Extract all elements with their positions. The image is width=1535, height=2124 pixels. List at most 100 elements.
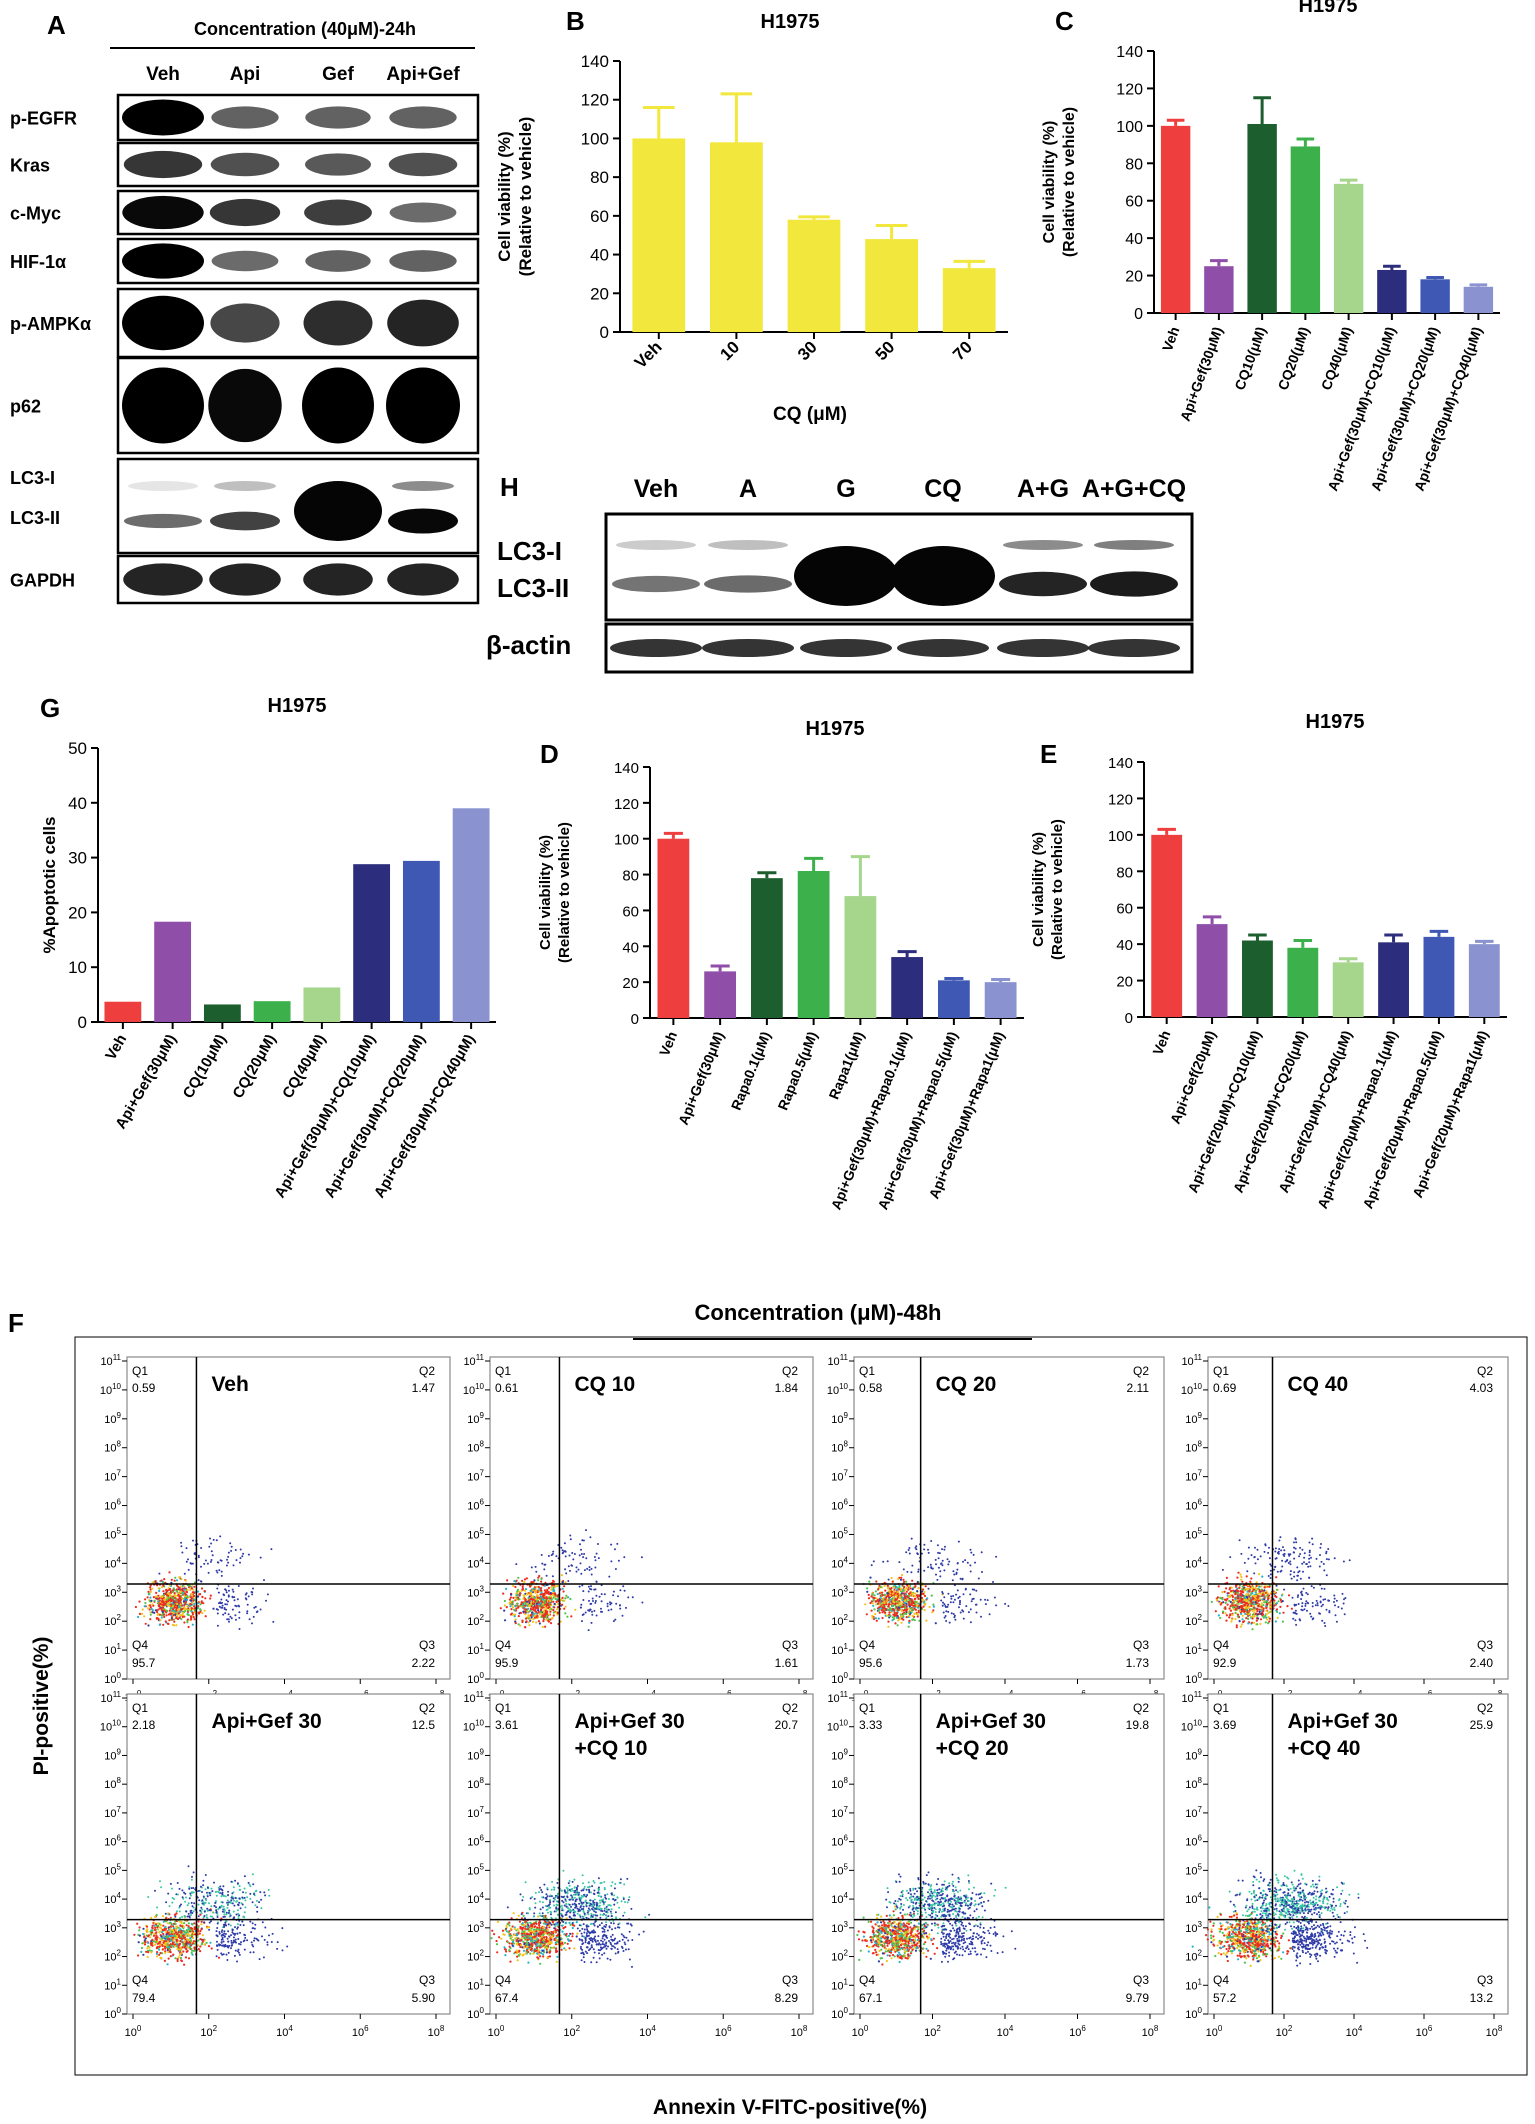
- flow-dot: [1265, 1609, 1268, 1612]
- flow-dot: [1310, 1615, 1313, 1618]
- flow-dots: [134, 1535, 275, 1630]
- flow-dot: [1302, 1587, 1305, 1590]
- flow-dot: [1261, 1593, 1264, 1596]
- flow-dot: [906, 1595, 909, 1598]
- flow-dot: [227, 1894, 229, 1896]
- y-tick-label: 0: [78, 1013, 87, 1032]
- flow-dot: [566, 1615, 569, 1618]
- flow-dot: [1284, 1560, 1287, 1563]
- flow-dot: [1295, 1623, 1298, 1626]
- flow-dot: [1289, 1563, 1292, 1566]
- flow-dot: [958, 1606, 960, 1609]
- flow-dot: [234, 1549, 237, 1551]
- flow-header: Concentration (μM)-48h: [695, 1300, 942, 1325]
- flow-dot: [1305, 1563, 1308, 1565]
- flow-dot: [552, 1589, 555, 1592]
- flow-dot: [164, 1947, 167, 1950]
- flow-dot: [1265, 1595, 1268, 1598]
- flow-dot: [149, 1604, 152, 1607]
- flow-dot: [1243, 1604, 1246, 1607]
- flow-dot: [179, 1956, 182, 1960]
- flow-dot: [895, 1594, 898, 1597]
- flow-dot: [953, 1614, 956, 1617]
- flow-dot: [185, 1940, 188, 1943]
- flow-dot: [254, 1904, 257, 1907]
- flow-dot: [237, 1915, 240, 1918]
- flow-dot: [169, 1955, 172, 1958]
- flow-dot: [943, 1596, 946, 1599]
- flow-dot: [916, 1590, 919, 1593]
- y-tick-label: 40: [1125, 231, 1143, 248]
- flow-dot: [200, 1906, 203, 1909]
- flow-dot: [231, 1902, 234, 1905]
- flow-dot: [619, 1589, 622, 1592]
- flow-dot: [162, 1920, 165, 1923]
- flow-dot: [151, 1938, 154, 1941]
- flow-dot: [950, 1597, 953, 1600]
- flow-dot: [1316, 1604, 1319, 1607]
- flow-dot: [161, 1610, 164, 1613]
- flow-dot: [1239, 1609, 1242, 1613]
- flow-dot: [151, 1581, 154, 1584]
- flow-dot: [543, 1605, 546, 1608]
- flow-dot: [545, 1603, 548, 1606]
- flow-dot: [187, 1625, 190, 1629]
- flow-y-tick-label: 107: [104, 1805, 121, 1820]
- quadrant-label: Q2: [782, 1364, 798, 1378]
- flow-dot: [169, 1951, 172, 1954]
- flow-dot: [556, 1608, 559, 1611]
- bar: [1423, 936, 1455, 1017]
- flow-dot: [1255, 1619, 1258, 1622]
- flow-dot: [969, 1548, 972, 1551]
- flow-dot: [148, 1599, 151, 1603]
- flow-dot: [203, 1609, 206, 1612]
- flow-dot: [220, 1895, 223, 1898]
- y-tick-label: 10: [68, 958, 87, 977]
- flow-dot: [199, 1610, 202, 1613]
- flow-dot: [878, 1608, 881, 1611]
- flow-dot: [186, 1609, 189, 1612]
- blot-h-band: [708, 540, 788, 550]
- flow-dot: [156, 1926, 159, 1929]
- flow-dot: [511, 1600, 514, 1603]
- flow-dot: [202, 1901, 205, 1904]
- flow-dot: [1283, 1549, 1286, 1552]
- bar: [303, 987, 341, 1022]
- flow-dot: [535, 1621, 538, 1624]
- flow-y-tick-label: 102: [467, 1613, 484, 1628]
- flow-dot: [1292, 1551, 1295, 1554]
- flow-dot: [1348, 1559, 1351, 1562]
- flow-dot: [225, 1911, 228, 1914]
- flow-dot: [524, 1604, 527, 1607]
- flow-dot: [1268, 1585, 1271, 1588]
- flow-dot: [581, 1584, 584, 1587]
- flow-dot: [199, 1603, 202, 1606]
- flow-dot: [541, 1614, 544, 1617]
- flow-dot: [193, 1611, 196, 1614]
- flow-y-tick-label: 107: [1185, 1469, 1202, 1484]
- flow-dot: [157, 1617, 160, 1620]
- x-tick-label: Veh: [102, 1032, 130, 1064]
- flow-dot: [191, 1942, 195, 1945]
- bar: [104, 1001, 142, 1022]
- flow-dot: [952, 1601, 955, 1604]
- flow-dot: [969, 1564, 972, 1567]
- flow-dot: [917, 1568, 920, 1571]
- flow-dot: [536, 1614, 539, 1617]
- flow-dot: [181, 1551, 184, 1554]
- flow-dot: [179, 1576, 182, 1579]
- flow-dot: [885, 1603, 888, 1606]
- blot-a-band: [210, 152, 280, 177]
- flow-dot: [202, 1938, 205, 1941]
- flow-dot: [563, 1542, 566, 1545]
- flow-dot: [1249, 1585, 1252, 1588]
- quadrant-value-q2: 1.84: [775, 1381, 799, 1395]
- flow-dot: [1237, 1601, 1240, 1604]
- flow-dot: [142, 1932, 145, 1936]
- flow-dot: [902, 1605, 905, 1608]
- flow-dot: [529, 1619, 532, 1622]
- flow-dot: [1230, 1620, 1233, 1623]
- flow-dot: [238, 1953, 241, 1956]
- flow-dot: [246, 1603, 249, 1606]
- flow-y-tick-label: 105: [467, 1526, 484, 1541]
